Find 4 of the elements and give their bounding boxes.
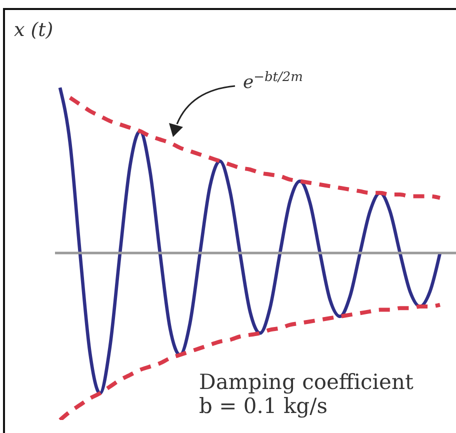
annotation: Damping coefficient (199, 370, 414, 394)
y-axis-title: x (t) (14, 19, 54, 41)
annotation: b = 0.1 kg/s (199, 394, 328, 418)
annotation: e$^{−bt/2m}$ (243, 70, 303, 93)
